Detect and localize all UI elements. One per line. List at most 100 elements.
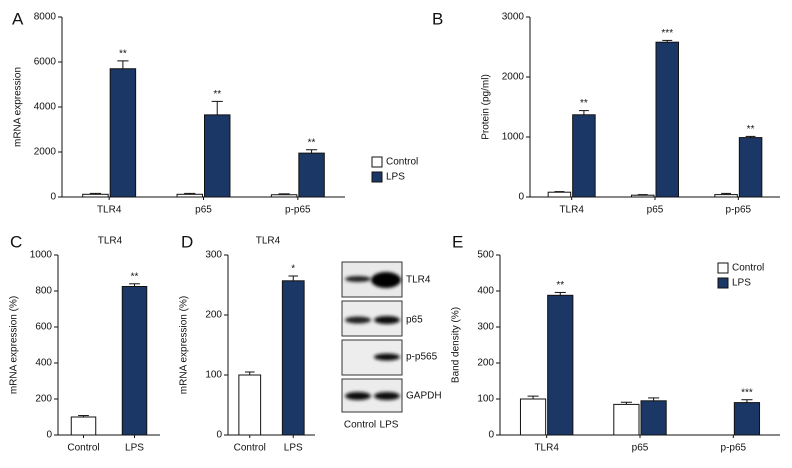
blot-band [371, 272, 401, 288]
bar [270, 194, 298, 198]
significance-label: * [291, 264, 295, 275]
significance-label: ** [213, 89, 221, 100]
x-tick-label: Control [234, 443, 266, 454]
y-axis-label: Protein (pg/ml) [481, 74, 492, 140]
y-tick-label: 200 [477, 358, 494, 369]
significance-label: ** [308, 137, 316, 148]
y-tick-label: 1000 [502, 132, 525, 143]
blot-band [374, 353, 400, 361]
chart-title: TLR4 [98, 236, 123, 247]
y-tick-label: 2000 [502, 72, 525, 83]
legend-label: LPS [386, 172, 405, 183]
x-tick-label: TLR4 [97, 205, 122, 216]
y-axis-label: Band density (%) [451, 307, 462, 383]
panel-letter: C [10, 232, 22, 251]
y-tick-label: 8000 [34, 12, 57, 23]
panel-letter: D [181, 232, 193, 251]
x-tick-label: LPS [125, 443, 144, 454]
bar [238, 374, 262, 436]
y-tick-label: 300 [477, 322, 494, 333]
x-tick-label: Control [67, 443, 99, 454]
panel-letter: A [12, 9, 24, 28]
significance-label: ** [556, 280, 564, 291]
legend-swatch [717, 277, 729, 289]
blot-band [345, 276, 371, 282]
y-tick-label: 300 [205, 250, 222, 261]
y-tick-label: 0 [216, 430, 222, 441]
blot-label: GAPDH [406, 391, 442, 402]
x-tick-label: p65 [647, 205, 664, 216]
y-axis-label: mRNA expression (%) [179, 296, 190, 394]
y-axis-label: mRNA expression [13, 67, 24, 147]
y-tick-label: 200 [35, 394, 52, 405]
y-tick-label: 600 [35, 322, 52, 333]
x-tick-label: TLR4 [534, 443, 559, 454]
x-tick-label: TLR4 [559, 205, 584, 216]
x-tick-label: p-p65 [726, 205, 752, 216]
bar [298, 152, 325, 198]
legend-swatch [371, 156, 383, 168]
y-tick-label: 0 [50, 192, 56, 203]
x-tick-label: p65 [195, 205, 212, 216]
y-tick-label: 0 [488, 430, 494, 441]
y-tick-label: 0 [46, 430, 52, 441]
x-tick-label: p-p65 [285, 205, 311, 216]
blot-lane-label: LPS [380, 420, 399, 431]
bar [121, 286, 148, 436]
y-tick-label: 6000 [34, 57, 57, 68]
significance-label: ** [119, 49, 127, 60]
bar [631, 194, 655, 198]
blot-band [374, 316, 400, 324]
y-tick-label: 100 [205, 370, 222, 381]
bar [204, 114, 231, 198]
blot-label: TLR4 [406, 275, 431, 286]
chart-title: TLR4 [256, 236, 281, 247]
bar [281, 280, 305, 436]
bar [547, 191, 572, 198]
y-tick-label: 1000 [30, 250, 53, 261]
bar [109, 68, 137, 198]
blot-lane-label: Control [344, 420, 376, 431]
y-tick-label: 400 [35, 358, 52, 369]
legend-swatch [717, 262, 729, 274]
bar [547, 294, 574, 436]
x-tick-label: LPS [284, 443, 303, 454]
bar [176, 193, 203, 198]
blot-band [374, 392, 400, 400]
legend-swatch [371, 171, 383, 183]
blot-label: p65 [406, 315, 423, 326]
blot-label: p-p565 [406, 352, 438, 363]
y-tick-label: 400 [477, 286, 494, 297]
western-blot: TLR4 p65 p-p565 GAPDH Control LPS [341, 261, 442, 431]
y-tick-label: 100 [477, 394, 494, 405]
legend-label: Control [386, 157, 418, 168]
blot-band [345, 316, 371, 324]
bar [655, 41, 679, 198]
significance-label: *** [741, 387, 753, 398]
legend-label: LPS [732, 278, 751, 289]
y-tick-label: 4000 [34, 102, 57, 113]
blot-band [345, 392, 371, 400]
y-tick-label: 500 [477, 250, 494, 261]
bar [733, 402, 761, 436]
panel-letter: E [452, 232, 463, 251]
significance-label: ** [131, 271, 139, 282]
y-tick-label: 2000 [34, 147, 57, 158]
panel-letter: B [432, 9, 443, 28]
bar [70, 416, 97, 436]
y-tick-label: 800 [35, 286, 52, 297]
x-tick-label: p65 [632, 443, 649, 454]
bar [82, 193, 109, 198]
y-axis-label: mRNA expression (%) [9, 296, 20, 394]
y-tick-label: 200 [205, 310, 222, 321]
bar [640, 400, 667, 436]
significance-label: ** [580, 98, 588, 109]
bar [738, 137, 763, 198]
significance-label: ** [747, 124, 755, 135]
bar [572, 114, 596, 198]
y-tick-label: 0 [518, 192, 524, 203]
significance-label: *** [661, 28, 673, 39]
bar [714, 194, 738, 198]
y-tick-label: 3000 [502, 12, 525, 23]
